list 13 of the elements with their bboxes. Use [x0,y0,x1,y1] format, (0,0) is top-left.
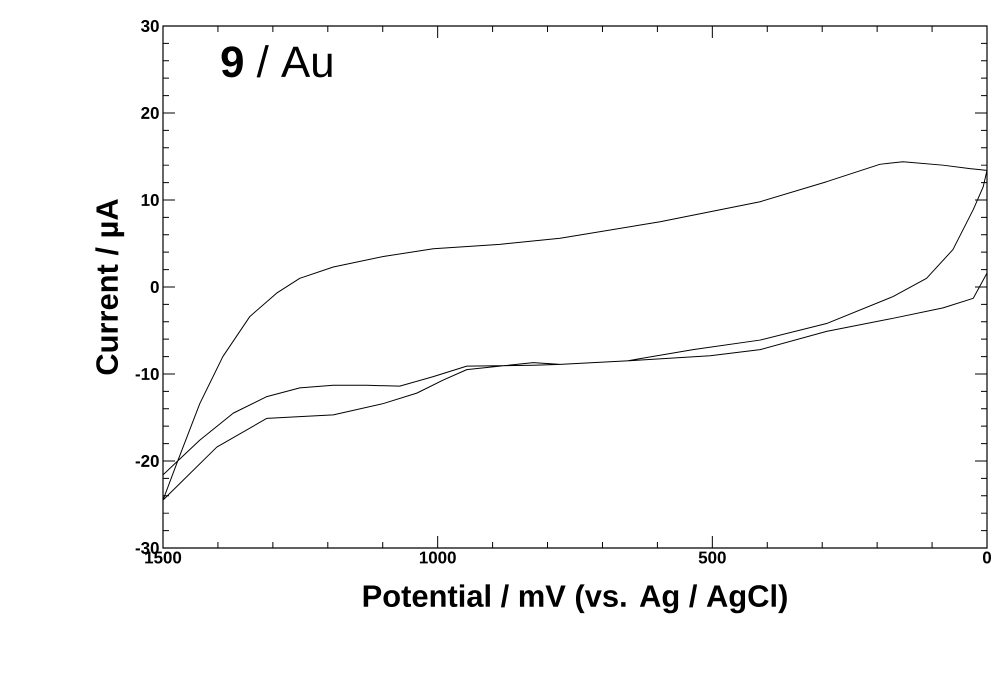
y-tick-label: -10 [136,368,159,380]
x-axis-title: Potential / mV (vs. Ag / AgCl) [364,584,787,614]
y-tick-label: 20 [141,106,159,119]
x-tick-label: 500 [698,552,726,564]
annotation: 9 / Au [222,45,332,78]
x-tick-label: 0 [982,552,992,564]
x-tick-label: 1500 [145,552,182,564]
y-axis-title: Current / µA [95,199,124,374]
x-tick-label: 1000 [420,552,456,564]
y-tick-label: 0 [150,280,159,293]
y-tick-label: -20 [136,454,159,467]
y-tick-label: 30 [141,20,159,32]
y-tick-label: 10 [142,194,159,206]
